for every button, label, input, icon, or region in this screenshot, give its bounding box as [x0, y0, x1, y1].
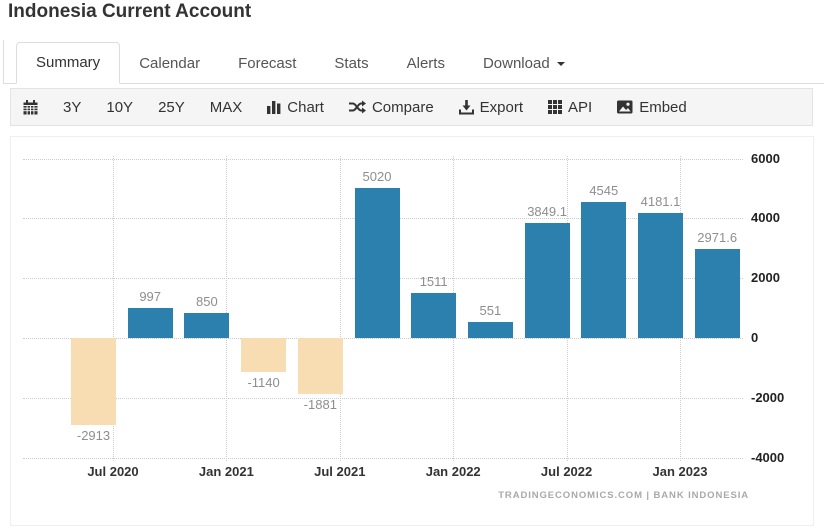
tab-download[interactable]: Download	[464, 44, 584, 84]
bar-value-label: -2913	[76, 428, 111, 444]
chart-panel: 6000 4000 2000 0 -2000 -4000 Jul 2020 Jan 2021 J…	[10, 136, 814, 526]
export-button-label: Export	[479, 98, 524, 116]
bar[interactable]	[354, 187, 400, 338]
image-icon	[617, 100, 633, 114]
tab-alerts[interactable]: Alerts	[406, 55, 445, 72]
tab-summary[interactable]: Summary	[16, 42, 121, 84]
bar[interactable]	[524, 222, 570, 338]
bar-value-label: 3849.1	[527, 203, 567, 219]
api-button-label: API	[568, 98, 593, 116]
y-axis-label: 4000	[751, 210, 780, 226]
range-button-3y[interactable]: 3Y	[63, 98, 82, 116]
bar-value-label: -1140	[247, 375, 280, 391]
bar-value-label: 551	[479, 302, 502, 318]
y-axis-label: 0	[751, 330, 759, 345]
bar-chart-icon	[267, 100, 281, 114]
range-button-25y[interactable]: 25Y	[158, 98, 185, 116]
bar[interactable]	[184, 312, 230, 338]
calendar-button[interactable]	[23, 99, 38, 115]
shuffle-icon	[348, 100, 366, 114]
bar-value-label: 1511	[419, 273, 448, 289]
download-icon	[458, 99, 474, 115]
bar[interactable]	[241, 338, 287, 373]
bar[interactable]	[127, 308, 173, 338]
x-gridline	[226, 156, 228, 461]
x-gridline	[339, 156, 341, 461]
tab-download-label: Download	[482, 55, 550, 72]
embed-button-label: Embed	[639, 98, 687, 116]
chart-button-label: Chart	[287, 98, 324, 116]
compare-button-label: Compare	[371, 98, 434, 116]
range-button-max[interactable]: MAX	[209, 98, 243, 116]
x-gridline	[113, 156, 114, 461]
y-axis-label: -4000	[751, 449, 785, 465]
chart-toolbar: 3Y 10Y 25Y MAX Chart Compare	[10, 88, 813, 126]
bar[interactable]	[694, 249, 740, 338]
y-gridline	[23, 397, 743, 399]
tab-stats[interactable]: Stats	[334, 55, 369, 72]
x-axis-label: Jan 2023	[652, 464, 708, 479]
bar[interactable]	[71, 338, 116, 426]
y-axis-label: 6000	[751, 150, 780, 166]
grid-icon	[548, 100, 563, 114]
bar[interactable]	[411, 292, 457, 338]
caret-down-icon	[556, 62, 565, 66]
bar-value-label: 4545	[589, 183, 619, 199]
x-axis-label: Jul 2020	[87, 464, 139, 479]
chart-plot[interactable]: 6000 4000 2000 0 -2000 -4000 Jul 2020 Jan 2021 J…	[11, 137, 813, 525]
tab-bar: Summary Calendar Forecast Stats Alerts D…	[3, 40, 824, 84]
x-axis-label: Jan 2021	[198, 464, 254, 479]
y-axis-label: -2000	[751, 389, 785, 405]
y-gridline	[23, 457, 743, 459]
compare-button[interactable]: Compare	[348, 98, 434, 116]
bar-value-label: 5020	[362, 168, 392, 184]
y-axis-label: 2000	[751, 270, 780, 286]
y-gridline	[23, 158, 743, 160]
api-button[interactable]: API	[548, 99, 592, 116]
bar-value-label: 997	[139, 289, 162, 305]
x-axis-label: Jul 2021	[314, 464, 366, 479]
range-button-10y[interactable]: 10Y	[106, 98, 134, 116]
tab-calendar[interactable]: Calendar	[139, 55, 201, 72]
bar[interactable]	[297, 338, 343, 395]
bar[interactable]	[467, 321, 513, 338]
x-axis-label: Jul 2022	[540, 464, 593, 479]
bar[interactable]	[638, 212, 683, 338]
bar-value-label: 4181.1	[640, 193, 681, 209]
embed-button[interactable]: Embed	[617, 99, 687, 116]
x-axis-label: Jan 2022	[425, 464, 481, 479]
bar-value-label: -1881	[303, 397, 337, 413]
y-gridline	[23, 338, 743, 339]
page-title: Indonesia Current Account	[8, 1, 252, 22]
bar[interactable]	[581, 202, 627, 338]
chart-attribution: TRADINGECONOMICS.COM | BANK INDONESIA	[498, 490, 749, 501]
bar-value-label: 850	[196, 293, 218, 309]
tab-forecast[interactable]: Forecast	[238, 55, 297, 72]
calendar-icon	[23, 99, 38, 115]
export-button[interactable]: Export	[458, 98, 524, 116]
bar-value-label: 2971.6	[697, 230, 738, 246]
chart-button[interactable]: Chart	[267, 99, 324, 116]
